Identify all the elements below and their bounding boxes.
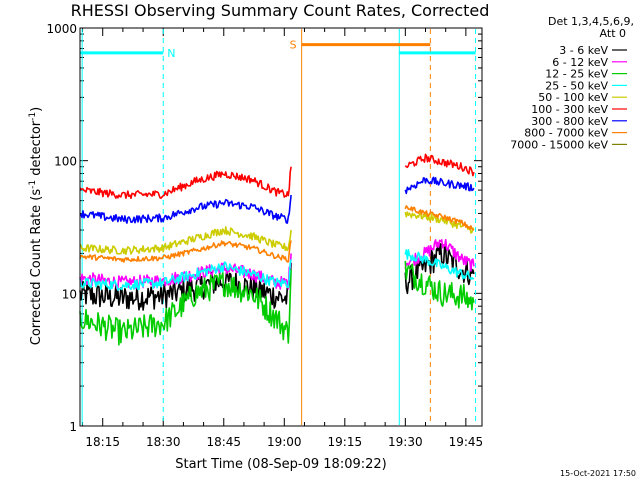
series-line xyxy=(79,195,292,224)
legend-label: 100 - 300 keV xyxy=(531,103,608,116)
series-line xyxy=(404,243,475,295)
legend-label: 800 - 7000 keV xyxy=(524,127,608,140)
y-axis-label: Corrected Count Rate (s-1 detector-1) xyxy=(28,107,44,345)
series-line xyxy=(404,249,475,280)
legend-label: 3 - 6 keV xyxy=(559,44,608,57)
chart-title: RHESSI Observing Summary Count Rates, Co… xyxy=(71,1,490,20)
legend-label: 25 - 50 keV xyxy=(545,79,608,92)
y-tick-label: 1000 xyxy=(46,22,77,36)
x-tick-label: 19:30 xyxy=(388,435,423,449)
legend-label: 6 - 12 keV xyxy=(552,56,608,69)
series-line xyxy=(79,269,292,346)
x-tick-label: 19:00 xyxy=(267,435,302,449)
series-line xyxy=(79,259,292,291)
x-tick-label: 18:30 xyxy=(146,435,181,449)
y-tick-labels: 1 10 100 1000 xyxy=(46,22,77,434)
flag-label: S xyxy=(290,39,297,52)
series-line xyxy=(79,166,292,200)
legend-header-detectors: Det 1,3,4,5,6,9, xyxy=(548,15,634,28)
x-tick-label: 19:15 xyxy=(328,435,363,449)
plot-frame xyxy=(79,27,483,427)
series-line xyxy=(79,226,292,255)
legend-label: 300 - 800 keV xyxy=(531,115,608,128)
x-tick-labels: 18:15 18:30 18:45 19:00 19:15 19:30 19:45 xyxy=(85,435,483,449)
series-line xyxy=(404,260,475,311)
x-tick-label: 18:45 xyxy=(206,435,241,449)
series-line xyxy=(404,153,475,177)
series-line xyxy=(404,176,475,195)
series-line xyxy=(404,238,475,272)
series-line xyxy=(404,211,475,234)
series-line xyxy=(404,205,475,231)
x-tick-label: 18:15 xyxy=(85,435,120,449)
y-tick-label: 1 xyxy=(69,420,77,434)
legend-header-attenuator: Att 0 xyxy=(600,27,626,40)
x-axis-label: Start Time (08-Sep-09 18:09:22) xyxy=(175,457,386,472)
x-tick-label: 19:45 xyxy=(449,435,484,449)
y-tick-label: 100 xyxy=(54,155,77,169)
series-lines xyxy=(79,153,475,346)
footer-timestamp: 15-Oct-2021 17:50 xyxy=(560,469,636,478)
legend-label: 12 - 25 keV xyxy=(545,68,608,81)
flag-label: N xyxy=(167,47,175,60)
series-line xyxy=(79,240,292,263)
legend-label: 7000 - 15000 keV xyxy=(510,138,608,151)
vertical-marker-lines xyxy=(81,29,477,425)
flag-bars: NS xyxy=(80,39,476,60)
y-tick-label: 10 xyxy=(62,287,77,301)
legend-label: 50 - 100 keV xyxy=(538,91,608,104)
